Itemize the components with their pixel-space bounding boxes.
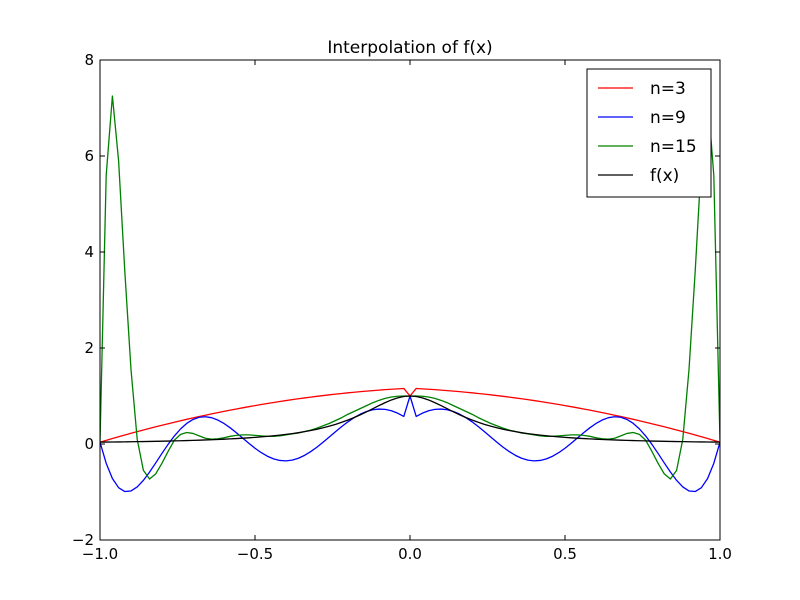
y-tick-label: 8	[84, 51, 94, 69]
x-tick-label: 1.0	[708, 545, 732, 563]
x-tick-label: −1.0	[82, 545, 118, 563]
x-tick-label: −0.5	[237, 545, 273, 563]
legend: n=3 n=9 n=15 f(x)	[586, 68, 712, 198]
y-tick-label: −2	[72, 531, 94, 549]
y-tick-label: 6	[84, 147, 94, 165]
chart-title: Interpolation of f(x)	[327, 38, 492, 58]
legend-label: n=15	[650, 137, 697, 157]
x-tick-label: 0.5	[553, 545, 577, 563]
series-line-3	[100, 395, 720, 443]
legend-box	[586, 68, 712, 198]
y-axis: −2 0 2 4 6 8	[72, 51, 720, 549]
y-tick-label: 0	[84, 435, 94, 453]
legend-label: f(x)	[650, 166, 679, 186]
legend-label: n=3	[650, 79, 686, 99]
y-tick-label: 4	[84, 243, 94, 261]
x-axis: −1.0 −0.5 0.0 0.5 1.0	[82, 60, 732, 563]
legend-label: n=9	[650, 108, 686, 128]
series-layer	[100, 95, 720, 493]
y-tick-label: 2	[84, 339, 94, 357]
x-tick-label: 0.0	[398, 545, 422, 563]
